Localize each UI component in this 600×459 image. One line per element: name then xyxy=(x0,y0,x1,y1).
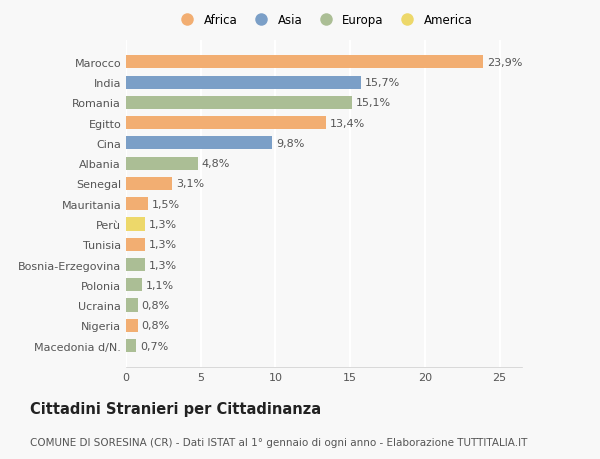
Text: 1,5%: 1,5% xyxy=(152,199,180,209)
Text: 23,9%: 23,9% xyxy=(487,58,522,67)
Bar xyxy=(126,299,138,312)
Text: 0,8%: 0,8% xyxy=(142,300,170,310)
Bar xyxy=(126,137,272,150)
Text: 3,1%: 3,1% xyxy=(176,179,204,189)
Text: Cittadini Stranieri per Cittadinanza: Cittadini Stranieri per Cittadinanza xyxy=(30,401,321,416)
Bar xyxy=(126,198,148,211)
Bar xyxy=(126,339,136,353)
Bar xyxy=(126,279,142,292)
Text: 1,3%: 1,3% xyxy=(149,219,177,230)
Text: 1,3%: 1,3% xyxy=(149,240,177,250)
Bar xyxy=(126,117,326,130)
Bar xyxy=(126,218,145,231)
Bar xyxy=(126,157,198,170)
Legend: Africa, Asia, Europa, America: Africa, Asia, Europa, America xyxy=(173,11,475,29)
Bar xyxy=(126,56,483,69)
Text: 13,4%: 13,4% xyxy=(330,118,365,129)
Bar xyxy=(126,258,145,271)
Text: 9,8%: 9,8% xyxy=(276,139,305,149)
Text: 0,8%: 0,8% xyxy=(142,320,170,330)
Text: 0,7%: 0,7% xyxy=(140,341,169,351)
Bar xyxy=(126,96,352,110)
Text: COMUNE DI SORESINA (CR) - Dati ISTAT al 1° gennaio di ogni anno - Elaborazione T: COMUNE DI SORESINA (CR) - Dati ISTAT al … xyxy=(30,437,527,447)
Text: 1,1%: 1,1% xyxy=(146,280,174,290)
Bar xyxy=(126,76,361,90)
Bar xyxy=(126,238,145,251)
Text: 4,8%: 4,8% xyxy=(202,159,230,169)
Text: 15,1%: 15,1% xyxy=(355,98,391,108)
Bar xyxy=(126,178,172,190)
Bar xyxy=(126,319,138,332)
Text: 1,3%: 1,3% xyxy=(149,260,177,270)
Text: 15,7%: 15,7% xyxy=(364,78,400,88)
